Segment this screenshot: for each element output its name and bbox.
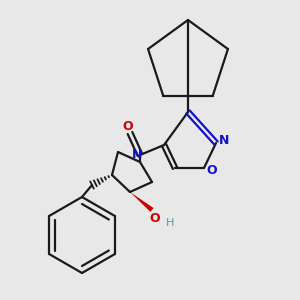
Text: N: N: [219, 134, 229, 148]
Text: O: O: [207, 164, 217, 176]
Text: O: O: [123, 121, 133, 134]
Text: N: N: [132, 148, 142, 160]
Text: H: H: [166, 218, 174, 228]
Polygon shape: [130, 192, 154, 212]
Text: O: O: [150, 212, 160, 224]
